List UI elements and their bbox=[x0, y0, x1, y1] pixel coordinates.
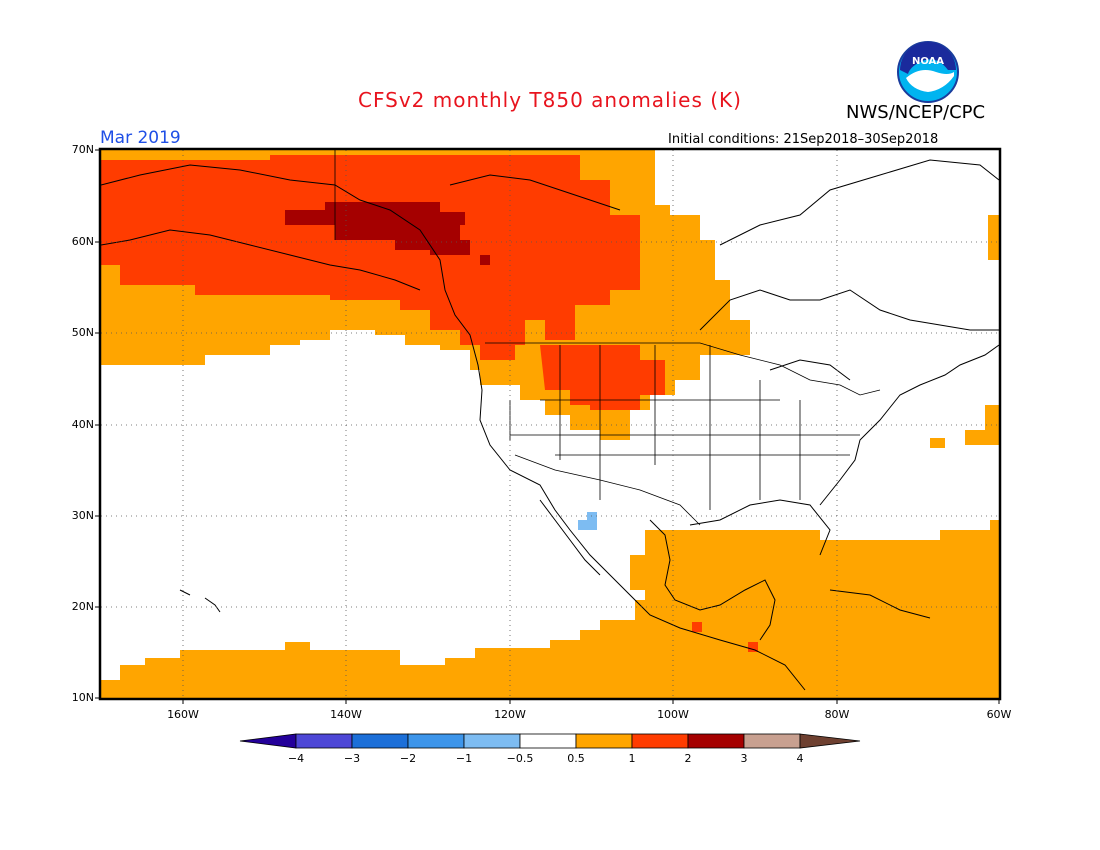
colorbar-label: −3 bbox=[343, 752, 361, 765]
coastlines bbox=[101, 159, 999, 691]
colorbar-arrow-right bbox=[799, 733, 861, 749]
map-frame bbox=[98, 147, 1002, 701]
colorbar-cell bbox=[687, 733, 745, 749]
colorbar-label: 2 bbox=[684, 752, 692, 765]
anomaly-cell-orange-atlantic bbox=[930, 438, 945, 448]
colorbar-cell bbox=[575, 733, 633, 749]
colorbar-cell bbox=[519, 733, 577, 749]
anomaly-region-orange-south bbox=[101, 520, 999, 698]
anomaly-cell-red-mexico bbox=[692, 622, 702, 632]
colorbar-cell bbox=[631, 733, 689, 749]
lon-label: 100W bbox=[657, 708, 689, 721]
lat-label: 20N bbox=[71, 600, 94, 613]
anomaly-cell-red-guatemala bbox=[748, 642, 758, 652]
noaa-logo: NOAA bbox=[897, 41, 959, 103]
axis-ticks bbox=[95, 149, 1000, 704]
colorbar-arrow-left bbox=[239, 733, 297, 749]
lon-label: 60W bbox=[986, 708, 1012, 721]
agency-label: NWS/NCEP/CPC bbox=[846, 102, 986, 123]
colorbar-label: 4 bbox=[796, 752, 804, 765]
colorbar-label: −0.5 bbox=[506, 752, 534, 765]
anomaly-region-lightblue bbox=[578, 512, 597, 530]
lon-label: 120W bbox=[494, 708, 526, 721]
colorbar-cell bbox=[295, 733, 353, 749]
colorbar-label: 3 bbox=[740, 752, 748, 765]
colorbar-label: −2 bbox=[399, 752, 417, 765]
anomaly-region-orange-atlantic bbox=[965, 405, 999, 445]
anomaly-cell-red bbox=[620, 385, 635, 393]
lat-label: 50N bbox=[71, 326, 94, 339]
lat-label: 60N bbox=[71, 235, 94, 248]
map-title: CFSv2 monthly T850 anomalies (K) bbox=[358, 88, 742, 112]
anomaly-region-red-plains bbox=[540, 345, 665, 410]
initial-conditions: Initial conditions: 21Sep2018–30Sep2018 bbox=[668, 132, 939, 147]
anomaly-region-darkred bbox=[285, 202, 490, 265]
colorbar-cell bbox=[743, 733, 801, 749]
colorbar-cell bbox=[407, 733, 465, 749]
colorbar-label: −4 bbox=[287, 752, 305, 765]
anomaly-region-red bbox=[101, 155, 640, 360]
lat-label: 40N bbox=[71, 418, 94, 431]
lon-label: 140W bbox=[330, 708, 362, 721]
lat-label: 10N bbox=[71, 691, 94, 704]
anomaly-cell-orange-labrador bbox=[988, 215, 999, 260]
colorbar-cell bbox=[351, 733, 409, 749]
colorbar-label: 0.5 bbox=[567, 752, 585, 765]
colorbar-label: 1 bbox=[628, 752, 636, 765]
lon-label: 80W bbox=[824, 708, 850, 721]
valid-month: Mar 2019 bbox=[100, 128, 181, 148]
colorbar bbox=[239, 733, 861, 749]
lon-label: 160W bbox=[167, 708, 199, 721]
lat-label: 30N bbox=[71, 509, 94, 522]
colorbar-cell bbox=[463, 733, 521, 749]
lat-label: 70N bbox=[71, 143, 94, 156]
colorbar-label: −1 bbox=[455, 752, 473, 765]
noaa-logo-text: NOAA bbox=[912, 56, 944, 67]
